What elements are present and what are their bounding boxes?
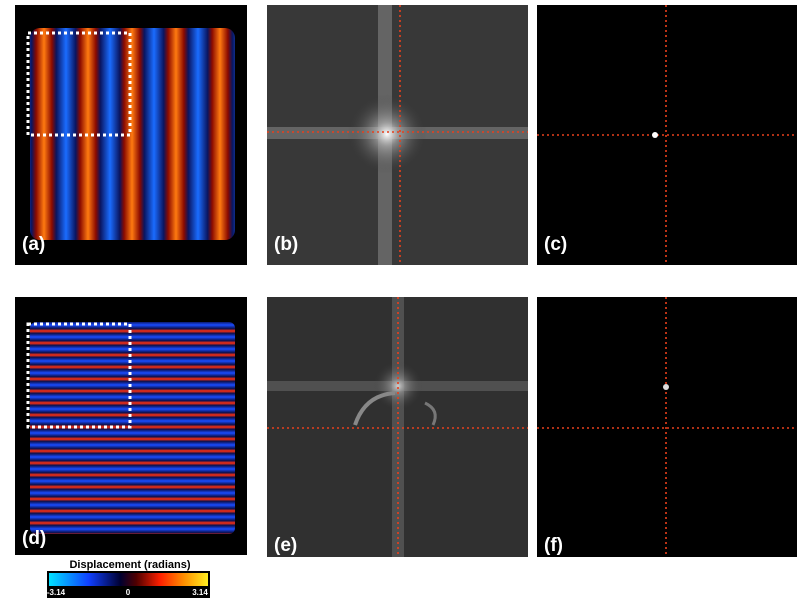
roi-box	[26, 31, 132, 137]
panel-label: (e)	[274, 535, 297, 556]
filtered-peak	[652, 132, 658, 138]
colorbar-tick-label: 0	[126, 588, 131, 597]
phase-map	[30, 28, 235, 240]
filtered-peak	[663, 384, 669, 390]
roi-box	[26, 322, 132, 429]
artifact-arc	[424, 401, 437, 426]
spectrum-peak	[373, 361, 423, 411]
colorbar	[49, 573, 208, 586]
spectrum-peak	[347, 94, 427, 174]
panel-label: (d)	[22, 528, 46, 549]
panel-label: (c)	[544, 234, 567, 255]
panel-label: (f)	[544, 535, 563, 556]
artifact-arc	[353, 391, 396, 426]
colorbar-title: Displacement (radians)	[69, 559, 190, 571]
phase-map	[30, 322, 235, 534]
panel-label: (a)	[22, 234, 45, 255]
colorbar-tick-label: 3.14	[192, 588, 208, 597]
panel-label: (b)	[274, 234, 298, 255]
colorbar-ticks: -3.14 0 3.14	[47, 588, 208, 597]
colorbar-tick-label: -3.14	[47, 588, 66, 597]
panel-f	[537, 297, 797, 557]
